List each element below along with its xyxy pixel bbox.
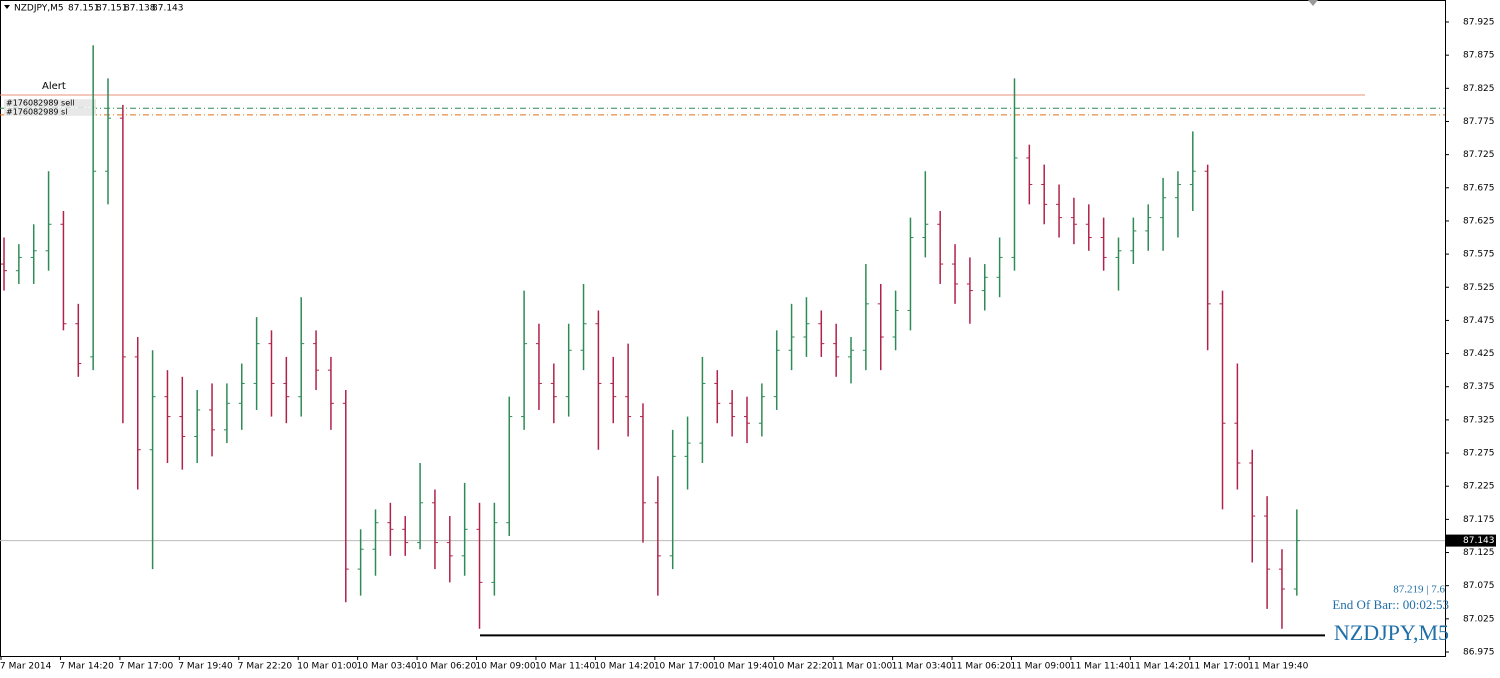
y-tick-label: 87.025 <box>1463 614 1495 624</box>
y-tick-label: 87.125 <box>1463 548 1495 558</box>
x-tick-label: 7 Mar 17:00 <box>119 662 174 672</box>
y-tick-label: 87.475 <box>1463 316 1495 326</box>
level-label: Alert <box>42 81 66 92</box>
symbol-title: NZDJPY,M5 <box>14 4 64 14</box>
y-tick-label: 87.775 <box>1463 117 1495 127</box>
y-tick-label: 87.525 <box>1463 283 1495 293</box>
x-tick-label: 7 Mar 19:40 <box>178 662 233 672</box>
y-tick-label: 87.275 <box>1463 449 1495 459</box>
symbol-label: NZDJPY,M5 <box>1334 620 1449 645</box>
x-tick-label: 11 Mar 17:00 <box>1189 662 1249 672</box>
y-tick-label: 87.375 <box>1463 382 1495 392</box>
y-tick-label: 87.675 <box>1463 183 1495 193</box>
level-label: #176082989 sell <box>6 99 75 108</box>
header-price: 87.138 <box>124 4 156 14</box>
y-tick-label: 87.875 <box>1463 51 1495 61</box>
end-of-bar: End Of Bar:: 00:02:53 <box>1332 597 1449 612</box>
x-tick-label: 11 Mar 09:00 <box>1010 662 1070 672</box>
menu-arrow <box>4 5 10 9</box>
x-tick-label: 10 Mar 17:00 <box>654 662 714 672</box>
x-tick-label: 11 Mar 19:40 <box>1248 662 1308 672</box>
current-price-box <box>1446 534 1496 547</box>
x-tick-label: 7 Mar 2014 <box>0 662 52 672</box>
y-tick-label: 87.325 <box>1463 415 1495 425</box>
x-tick-label: 11 Mar 01:00 <box>832 662 892 672</box>
x-tick-label: 11 Mar 11:40 <box>1070 662 1130 672</box>
x-tick-label: 7 Mar 22:20 <box>238 662 293 672</box>
header-price: 87.151 <box>96 4 128 14</box>
y-tick-label: 87.225 <box>1463 482 1495 492</box>
info-line: 87.219 | 7.6 <box>1393 584 1445 596</box>
x-tick-label: 10 Mar 06:20 <box>416 662 476 672</box>
x-tick-label: 10 Mar 03:40 <box>357 662 417 672</box>
y-tick-label: 87.175 <box>1463 515 1495 525</box>
header-price: 87.143 <box>152 4 184 14</box>
plot-frame <box>0 0 1446 657</box>
x-tick-label: 10 Mar 09:00 <box>476 662 536 672</box>
level-label: #176082989 sl <box>6 107 67 116</box>
shift-marker <box>1308 0 1318 6</box>
y-tick-label: 87.725 <box>1463 150 1495 160</box>
y-tick-label: 87.075 <box>1463 581 1495 591</box>
x-tick-label: 7 Mar 14:20 <box>59 662 114 672</box>
x-tick-label: 11 Mar 14:20 <box>1129 662 1189 672</box>
level-label-bg <box>4 99 96 108</box>
header-price: 87.151 <box>68 4 100 14</box>
y-tick-label: 87.625 <box>1463 216 1495 226</box>
level-label-bg <box>4 107 96 116</box>
x-tick-label: 11 Mar 03:40 <box>892 662 952 672</box>
y-tick-label: 86.975 <box>1463 648 1495 658</box>
x-tick-label: 10 Mar 22:20 <box>773 662 833 672</box>
y-tick-label: 87.575 <box>1463 250 1495 260</box>
x-tick-label: 10 Mar 14:20 <box>594 662 654 672</box>
x-tick-label: 11 Mar 06:20 <box>951 662 1011 672</box>
y-tick-label: 87.825 <box>1463 84 1495 94</box>
y-tick-label: 87.425 <box>1463 349 1495 359</box>
y-tick-label: 87.925 <box>1463 18 1495 28</box>
x-tick-label: 10 Mar 19:40 <box>713 662 773 672</box>
current-price-label: 87.143 <box>1463 536 1495 546</box>
x-tick-label: 10 Mar 01:00 <box>297 662 357 672</box>
x-tick-label: 10 Mar 11:40 <box>535 662 595 672</box>
